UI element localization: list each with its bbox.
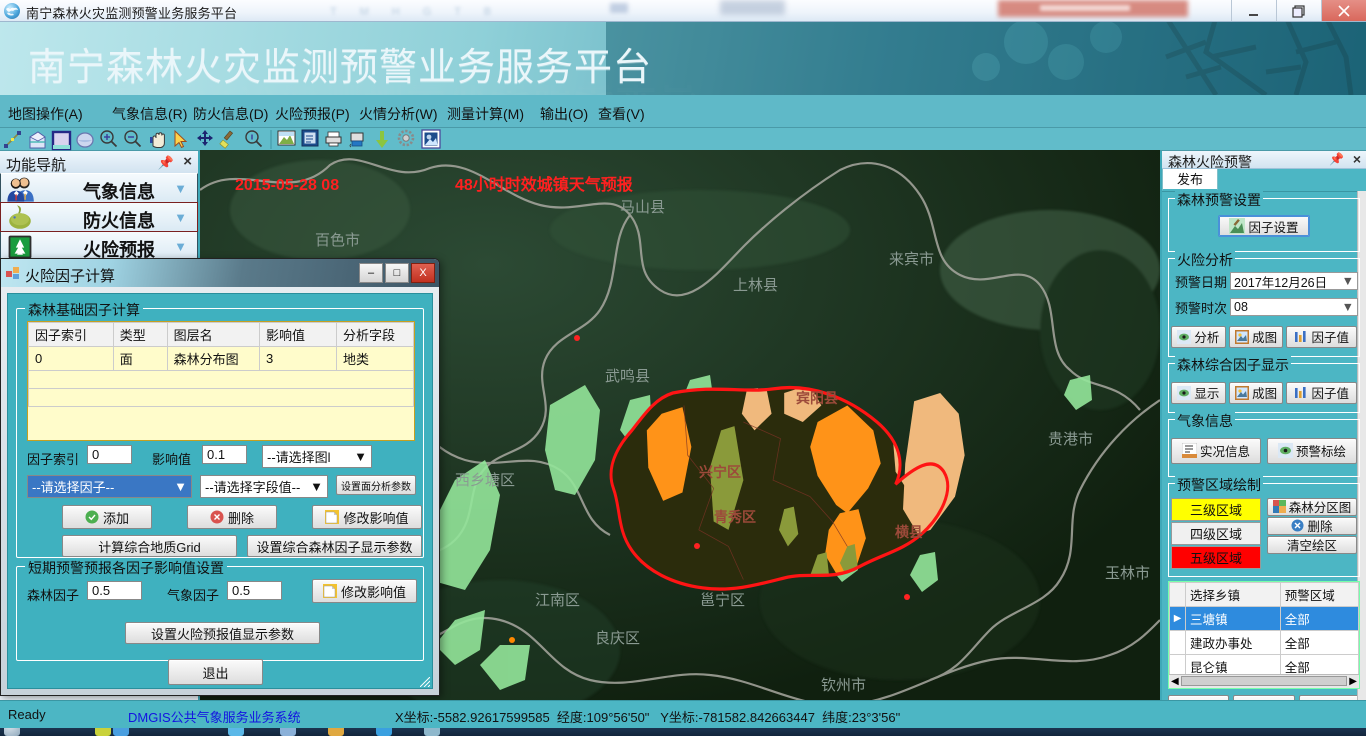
svg-text:宾阳县: 宾阳县 <box>796 390 838 406</box>
svg-text:兴宁区: 兴宁区 <box>699 464 741 480</box>
svg-text:2015-05-28 08: 2015-05-28 08 <box>235 177 339 194</box>
svg-text:良庆区: 良庆区 <box>595 630 640 647</box>
svg-text:48小时时效城镇天气预报: 48小时时效城镇天气预报 <box>455 175 633 194</box>
svg-text:贵港市: 贵港市 <box>1048 431 1093 448</box>
svg-text:来宾市: 来宾市 <box>889 251 934 268</box>
svg-text:玉林市: 玉林市 <box>1105 565 1150 582</box>
svg-text:江南区: 江南区 <box>535 592 580 609</box>
svg-text:钦州市: 钦州市 <box>821 677 866 694</box>
svg-text:邕宁区: 邕宁区 <box>700 592 745 609</box>
svg-text:西乡塘区: 西乡塘区 <box>455 472 515 489</box>
svg-text:上林县: 上林县 <box>733 277 778 294</box>
svg-text:武鸣县: 武鸣县 <box>605 368 650 385</box>
svg-text:马山县: 马山县 <box>620 199 665 216</box>
svg-text:横县: 横县 <box>895 524 923 540</box>
svg-text:百色市: 百色市 <box>315 232 360 249</box>
svg-text:青秀区: 青秀区 <box>714 509 756 525</box>
